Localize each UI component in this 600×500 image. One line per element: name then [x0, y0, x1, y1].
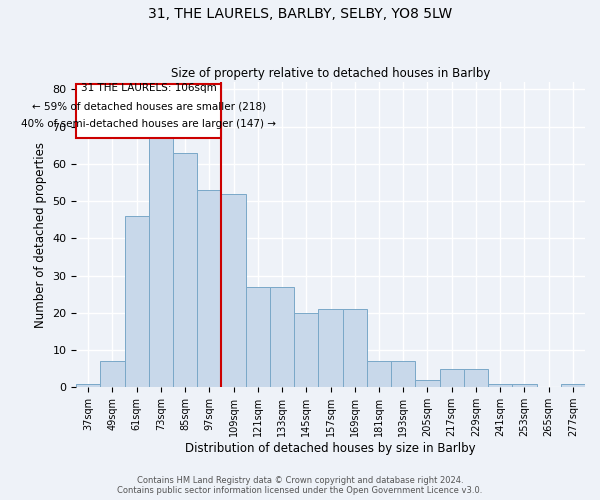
Text: Contains HM Land Registry data © Crown copyright and database right 2024.
Contai: Contains HM Land Registry data © Crown c…	[118, 476, 482, 495]
Bar	[76, 384, 100, 387]
Bar	[561, 384, 585, 387]
Bar	[173, 153, 197, 387]
Bar	[440, 368, 464, 387]
Bar	[488, 384, 512, 387]
Text: 40% of semi-detached houses are larger (147) →: 40% of semi-detached houses are larger (…	[21, 120, 276, 130]
Bar	[125, 216, 149, 387]
Bar	[319, 309, 343, 387]
FancyBboxPatch shape	[76, 84, 221, 138]
Title: Size of property relative to detached houses in Barlby: Size of property relative to detached ho…	[171, 66, 490, 80]
Bar	[221, 194, 246, 387]
Bar	[197, 190, 221, 387]
Bar	[100, 361, 125, 387]
Bar	[512, 384, 536, 387]
X-axis label: Distribution of detached houses by size in Barlby: Distribution of detached houses by size …	[185, 442, 476, 455]
Bar	[367, 361, 391, 387]
Bar	[415, 380, 440, 387]
Bar	[149, 134, 173, 387]
Text: ← 59% of detached houses are smaller (218): ← 59% of detached houses are smaller (21…	[32, 102, 266, 112]
Bar	[246, 286, 270, 387]
Bar	[294, 313, 319, 387]
Bar	[270, 286, 294, 387]
Bar	[343, 309, 367, 387]
Text: 31 THE LAURELS: 106sqm: 31 THE LAURELS: 106sqm	[81, 84, 217, 94]
Bar	[464, 368, 488, 387]
Bar	[391, 361, 415, 387]
Text: 31, THE LAURELS, BARLBY, SELBY, YO8 5LW: 31, THE LAURELS, BARLBY, SELBY, YO8 5LW	[148, 8, 452, 22]
Y-axis label: Number of detached properties: Number of detached properties	[34, 142, 47, 328]
